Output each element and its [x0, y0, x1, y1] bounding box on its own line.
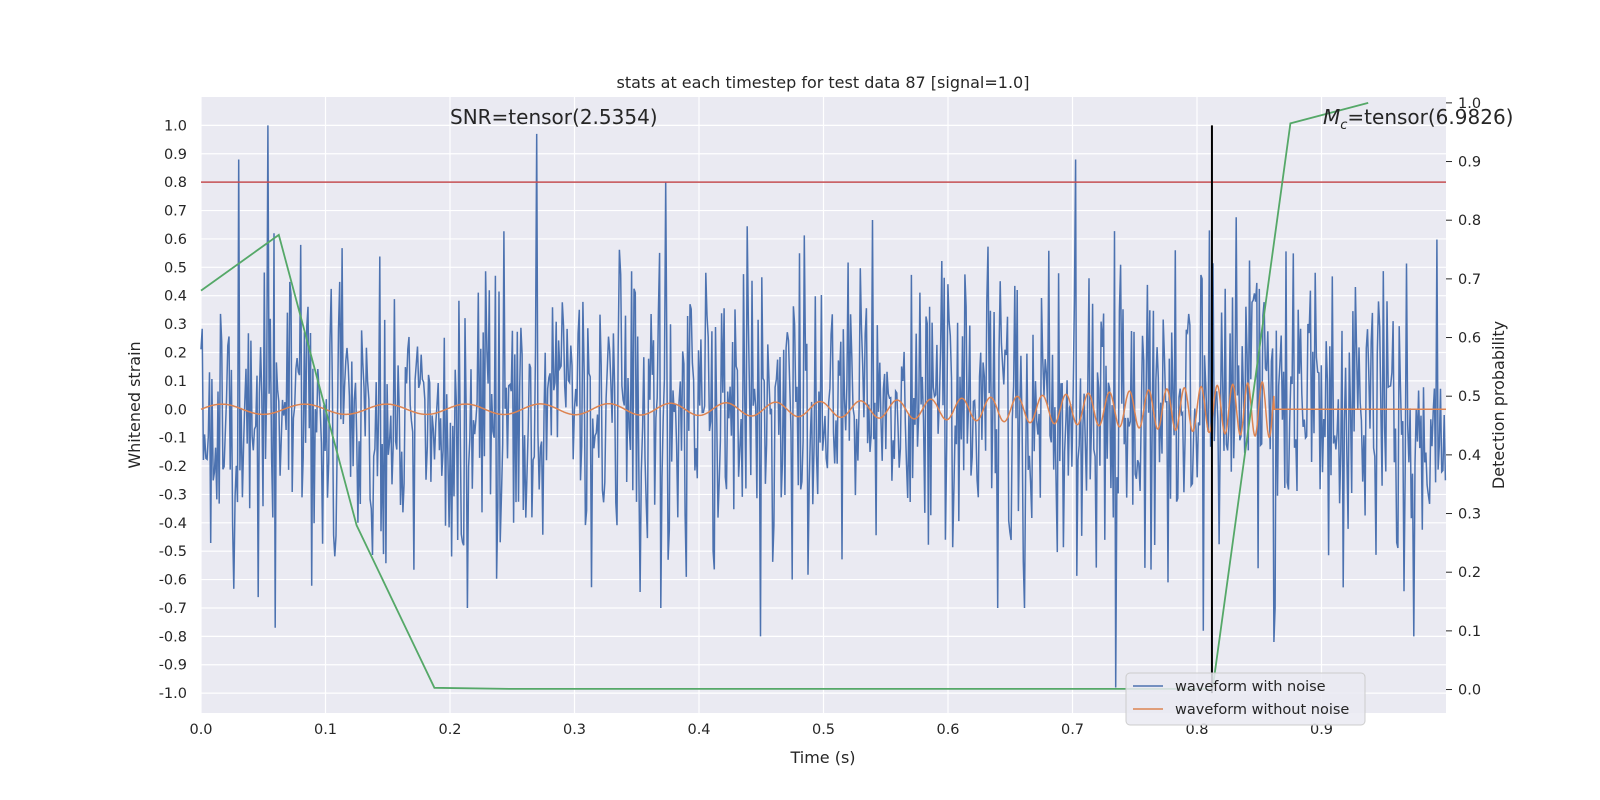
x-tick-label: 0.5: [812, 722, 835, 738]
y-tick-label-left: 0.9: [164, 147, 187, 163]
x-tick-label: 0.6: [936, 722, 959, 738]
y-tick-label-left: 0.5: [164, 260, 187, 276]
y-tick-label-left: -0.2: [159, 459, 187, 475]
y-tick-label-left: -0.6: [159, 573, 187, 589]
y-tick-label-left: -0.3: [159, 487, 187, 503]
series-waveform-without-noise: [200, 381, 1446, 439]
snr-annotation: SNR=tensor(2.5354): [450, 105, 658, 129]
chirp-mass-symbol: M: [1323, 105, 1340, 129]
legend-box: [1125, 672, 1366, 726]
x-tick-label: 0.7: [1061, 722, 1084, 738]
series-waveform-with-noise: [200, 125, 1447, 688]
y-tick-label-right: 0.6: [1458, 331, 1481, 347]
y-tick-label-left: -0.4: [159, 516, 187, 532]
chirp-mass-subscript: c: [1340, 118, 1347, 133]
chart-title: stats at each timestep for test data 87 …: [617, 73, 1030, 92]
y-tick-label-left: 0.6: [164, 232, 187, 248]
y-tick-label-left: -0.5: [159, 544, 187, 560]
y-tick-label-left: 0.8: [164, 175, 187, 191]
chirp-mass-annotation: Mc=tensor(6.9826): [1323, 105, 1513, 133]
y-tick-label-left: -0.1: [159, 431, 187, 447]
y-tick-label-right: 0.9: [1458, 155, 1481, 171]
y-tick-label-right: 0.3: [1458, 507, 1481, 523]
x-tick-label: 0.8: [1185, 722, 1208, 738]
y-tick-label-left: 1.0: [164, 118, 187, 134]
chirp-mass-value: =tensor(6.9826): [1347, 105, 1513, 129]
y-tick-label-right: 0.1: [1458, 624, 1481, 640]
y-tick-label-left: 0.0: [164, 402, 187, 418]
y-tick-label-right: 0.7: [1458, 272, 1481, 288]
y-tick-label-left: 0.7: [164, 204, 187, 220]
x-axis-label: Time (s): [789, 748, 855, 767]
y-ticks-right: 1.0 0.9 0.8 0.7 0.6 0.5 0.4 0.3 0.2 0.1 0.0: [1446, 96, 1481, 699]
y-tick-label-left: -0.8: [159, 629, 187, 645]
legend-label-noise: waveform with noise: [1175, 679, 1326, 695]
y-tick-label-left: -0.7: [159, 601, 187, 617]
y-tick-label-right: 1.0: [1458, 96, 1481, 112]
y-tick-label-right: 0.8: [1458, 213, 1481, 229]
y-tick-label-right: 0.2: [1458, 565, 1481, 581]
y-tick-label-left: 0.4: [164, 289, 187, 305]
y-axis-label-left: Whitened strain: [125, 341, 144, 468]
y-tick-label-left: 0.3: [164, 317, 187, 333]
y-tick-label-left: 0.1: [164, 374, 187, 390]
y-tick-label-left: -0.9: [159, 658, 187, 674]
x-tick-label: 0.0: [189, 722, 212, 738]
x-tick-label: 0.4: [687, 722, 710, 738]
y-tick-label-left: -1.0: [159, 686, 187, 702]
y-tick-label-right: 0.4: [1458, 448, 1481, 464]
y-ticks-left: 1.0 0.9 0.8 0.7 0.6 0.5 0.4 0.3 0.2 0.1 0.0 -0.1 -0.…: [159, 118, 187, 702]
y-tick-label-right: 0.5: [1458, 389, 1481, 405]
legend-label-clean: waveform without noise: [1175, 702, 1349, 718]
x-tick-label: 0.9: [1310, 722, 1333, 738]
y-tick-label-right: 0.0: [1458, 683, 1481, 699]
legend: waveform with noise waveform without noi…: [1125, 672, 1366, 726]
y-tick-label-left: 0.2: [164, 345, 187, 361]
x-ticks: 0.0 0.1 0.2 0.3 0.4 0.5 0.6 0.7 0.8 0.9: [189, 722, 1333, 738]
y-axis-label-right: Detection probability: [1489, 321, 1508, 489]
x-tick-label: 0.2: [438, 722, 461, 738]
x-tick-label: 0.3: [563, 722, 586, 738]
x-tick-label: 0.1: [314, 722, 337, 738]
